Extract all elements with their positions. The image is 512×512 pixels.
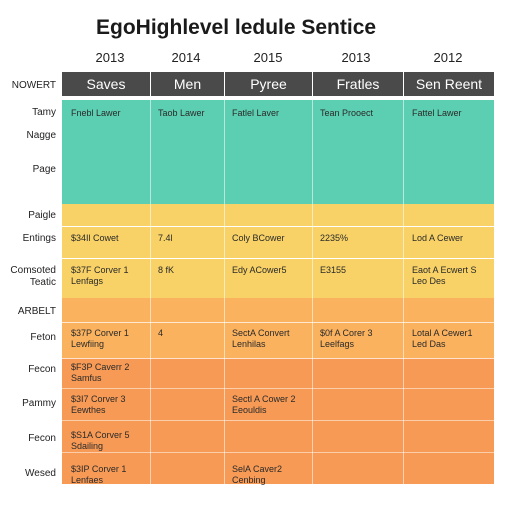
row-label: ARBELT [17,306,56,317]
grid-hline [62,322,494,323]
cell-text: 2235% [320,233,349,243]
year-label: 2013 [95,50,125,65]
column-header: Men [151,72,224,96]
corner-label: NOWERT [11,80,56,91]
cell-text: Fatlel Laver [232,108,280,118]
cell-text: $37F Corver 1 Lenfags [71,265,129,286]
cell-text: Tean Prooect [320,108,374,118]
band-orange [62,358,494,484]
grid-vline [224,100,225,484]
grid-vline [150,100,151,484]
row-label: Fecon [28,433,56,444]
year-label: 2013 [341,50,371,65]
band-yellow [62,204,494,298]
row-label: Fecon [28,364,56,375]
cell-text: $S1A Corver 5 Sdailing [71,430,130,451]
cell-text: Eaot A Ecwert S Leo Des [412,265,477,286]
row-label: Pammy [22,398,56,409]
chart-title: EgoHighlevel ledule Sentice [96,16,377,39]
band-light-orange [62,298,494,358]
cell-text: Sectl A Cower 2 Eeouldis [232,394,296,415]
column-header: Pyree [225,72,312,96]
column-header: Sen Reent [404,72,494,96]
cell-text: $3IP Corver 1 Lenfaes [71,464,127,485]
row-label: Comsoted Teatic [10,265,56,288]
cell-text: $3I7 Corver 3 Eewthes [71,394,126,415]
row-label: Wesed [25,468,56,479]
grid-hline [62,226,494,227]
cell-text: Fnebl Lawer [71,108,121,118]
cell-text: 4 [158,328,164,338]
column-header: Fratles [313,72,403,96]
grid-vline [403,100,404,484]
grid-hline [62,358,494,359]
year-label: 2015 [253,50,283,65]
year-label: 2012 [433,50,463,65]
row-label: Feton [30,332,56,343]
cell-text: $37P Corver 1 Lewfiing [71,328,129,349]
column-header: Saves [62,72,150,96]
year-label: 2014 [171,50,201,65]
cell-text: Lotal A Cewer1 Led Das [412,328,473,349]
cell-text: Edy ACower5 [232,265,287,275]
cell-text: Fattel Lawer [412,108,462,118]
cell-text: $34Il Cowet [71,233,119,243]
grid-hline [62,452,494,453]
row-label: Tamy [32,107,56,118]
cell-text: $F3P Caverr 2 Samfus [71,362,130,383]
cell-text: $0f A Corer 3 Leelfags [320,328,373,349]
row-label: Entings [22,233,56,244]
cell-text: Taob Lawer [158,108,205,118]
grid-vline [312,100,313,484]
cell-text: Coly BCower [232,233,285,243]
grid-hline [62,420,494,421]
grid-hline [62,258,494,259]
band-teal [62,100,494,204]
cell-text: E3155 [320,265,347,275]
row-label: Nagge [26,130,56,141]
cell-text: SectA Convert Lenhilas [232,328,290,349]
row-label: Paigle [28,210,56,221]
cell-text: SelA Caver2 Cenbing [232,464,283,485]
cell-text: 8 fK [158,265,175,275]
cell-text: 7.4l [158,233,173,243]
grid-hline [62,388,494,389]
cell-text: Lod A Cewer [412,233,464,243]
row-label: Page [32,164,56,175]
